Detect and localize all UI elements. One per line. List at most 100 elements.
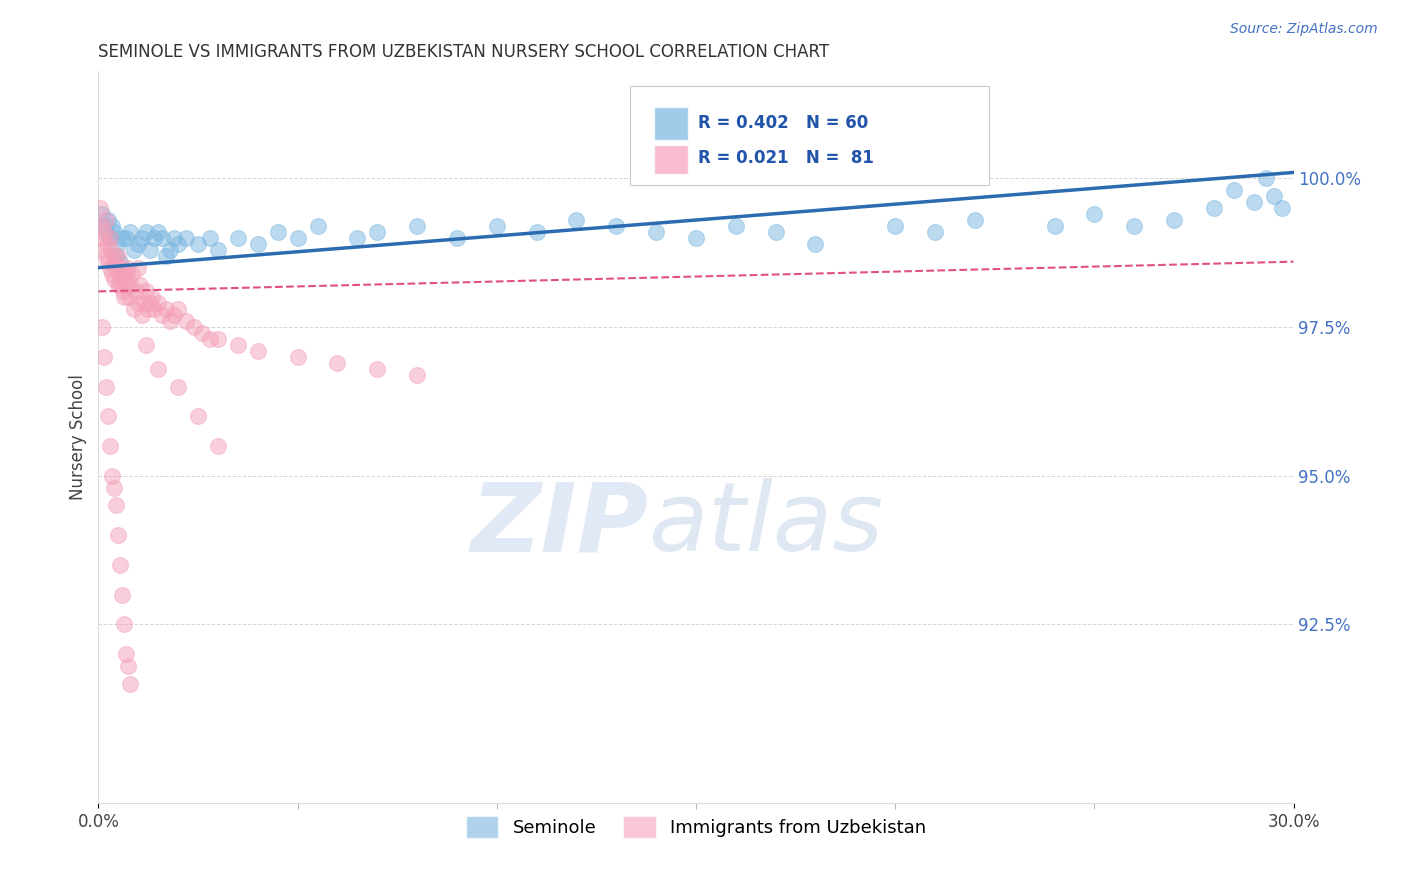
Point: [93, 219, 115, 233]
Point: [114, 267, 136, 281]
Point: [246, 343, 269, 358]
FancyBboxPatch shape: [654, 107, 688, 140]
Point: [366, 225, 388, 239]
Point: [96, 379, 118, 393]
Point: [167, 302, 190, 317]
Point: [98, 260, 122, 275]
Point: [1043, 219, 1066, 233]
Point: [143, 302, 166, 317]
Point: [104, 254, 127, 268]
Point: [287, 231, 309, 245]
Point: [1163, 213, 1185, 227]
Point: [155, 249, 177, 263]
Point: [150, 308, 173, 322]
Point: [91, 207, 114, 221]
Point: [141, 290, 163, 304]
Point: [107, 249, 129, 263]
Point: [127, 236, 149, 251]
Point: [98, 231, 121, 245]
Point: [117, 272, 139, 286]
Point: [924, 225, 946, 239]
Point: [1254, 171, 1277, 186]
Point: [97, 254, 120, 268]
Point: [191, 326, 214, 340]
Point: [111, 231, 134, 245]
Point: [207, 439, 229, 453]
Point: [96, 213, 118, 227]
Point: [485, 219, 508, 233]
Point: [96, 236, 118, 251]
Point: [150, 231, 173, 245]
Point: [127, 260, 149, 275]
Point: [1202, 201, 1225, 215]
Point: [101, 267, 124, 281]
Point: [93, 350, 115, 364]
Text: atlas: atlas: [648, 478, 883, 572]
Point: [183, 320, 205, 334]
Point: [124, 302, 146, 317]
Point: [1271, 201, 1294, 215]
Point: [198, 332, 221, 346]
Point: [110, 260, 132, 275]
Point: [107, 236, 129, 251]
Point: [226, 338, 249, 352]
Point: [97, 409, 120, 424]
Point: [135, 285, 157, 299]
Point: [125, 285, 148, 299]
Point: [159, 243, 181, 257]
Point: [93, 225, 115, 239]
Point: [110, 558, 132, 572]
Point: [103, 225, 125, 239]
Point: [163, 231, 186, 245]
Point: [163, 308, 186, 322]
Point: [135, 338, 157, 352]
Point: [107, 278, 129, 293]
Point: [97, 213, 120, 227]
Point: [124, 243, 146, 257]
Point: [120, 278, 142, 293]
Point: [565, 213, 588, 227]
Point: [107, 528, 129, 542]
Point: [406, 368, 429, 382]
Point: [103, 481, 125, 495]
Text: R = 0.402   N = 60: R = 0.402 N = 60: [699, 114, 869, 132]
Point: [94, 249, 117, 263]
Point: [645, 225, 668, 239]
Point: [131, 231, 153, 245]
Point: [129, 278, 152, 293]
Point: [105, 499, 128, 513]
Point: [148, 225, 170, 239]
Point: [139, 296, 162, 310]
Point: [91, 231, 114, 245]
Point: [98, 231, 122, 245]
Point: [105, 260, 128, 275]
Point: [155, 302, 177, 317]
Point: [187, 409, 209, 424]
Point: [118, 290, 141, 304]
Point: [100, 243, 122, 257]
Point: [174, 314, 197, 328]
Point: [103, 249, 125, 263]
Point: [226, 231, 249, 245]
Point: [1223, 183, 1246, 197]
Point: [326, 356, 349, 370]
Point: [804, 236, 827, 251]
Point: [1083, 207, 1105, 221]
Point: [207, 243, 229, 257]
Point: [120, 677, 142, 691]
Point: [148, 296, 170, 310]
Point: [307, 219, 329, 233]
Legend: Seminole, Immigrants from Uzbekistan: Seminole, Immigrants from Uzbekistan: [458, 808, 934, 845]
Point: [112, 290, 135, 304]
Point: [167, 379, 190, 393]
Point: [765, 225, 787, 239]
Point: [98, 439, 122, 453]
Point: [287, 350, 309, 364]
Point: [115, 231, 138, 245]
Point: [1123, 219, 1146, 233]
Point: [108, 267, 131, 281]
Point: [90, 219, 112, 233]
Point: [406, 219, 429, 233]
Point: [96, 225, 118, 239]
Point: [110, 278, 132, 293]
